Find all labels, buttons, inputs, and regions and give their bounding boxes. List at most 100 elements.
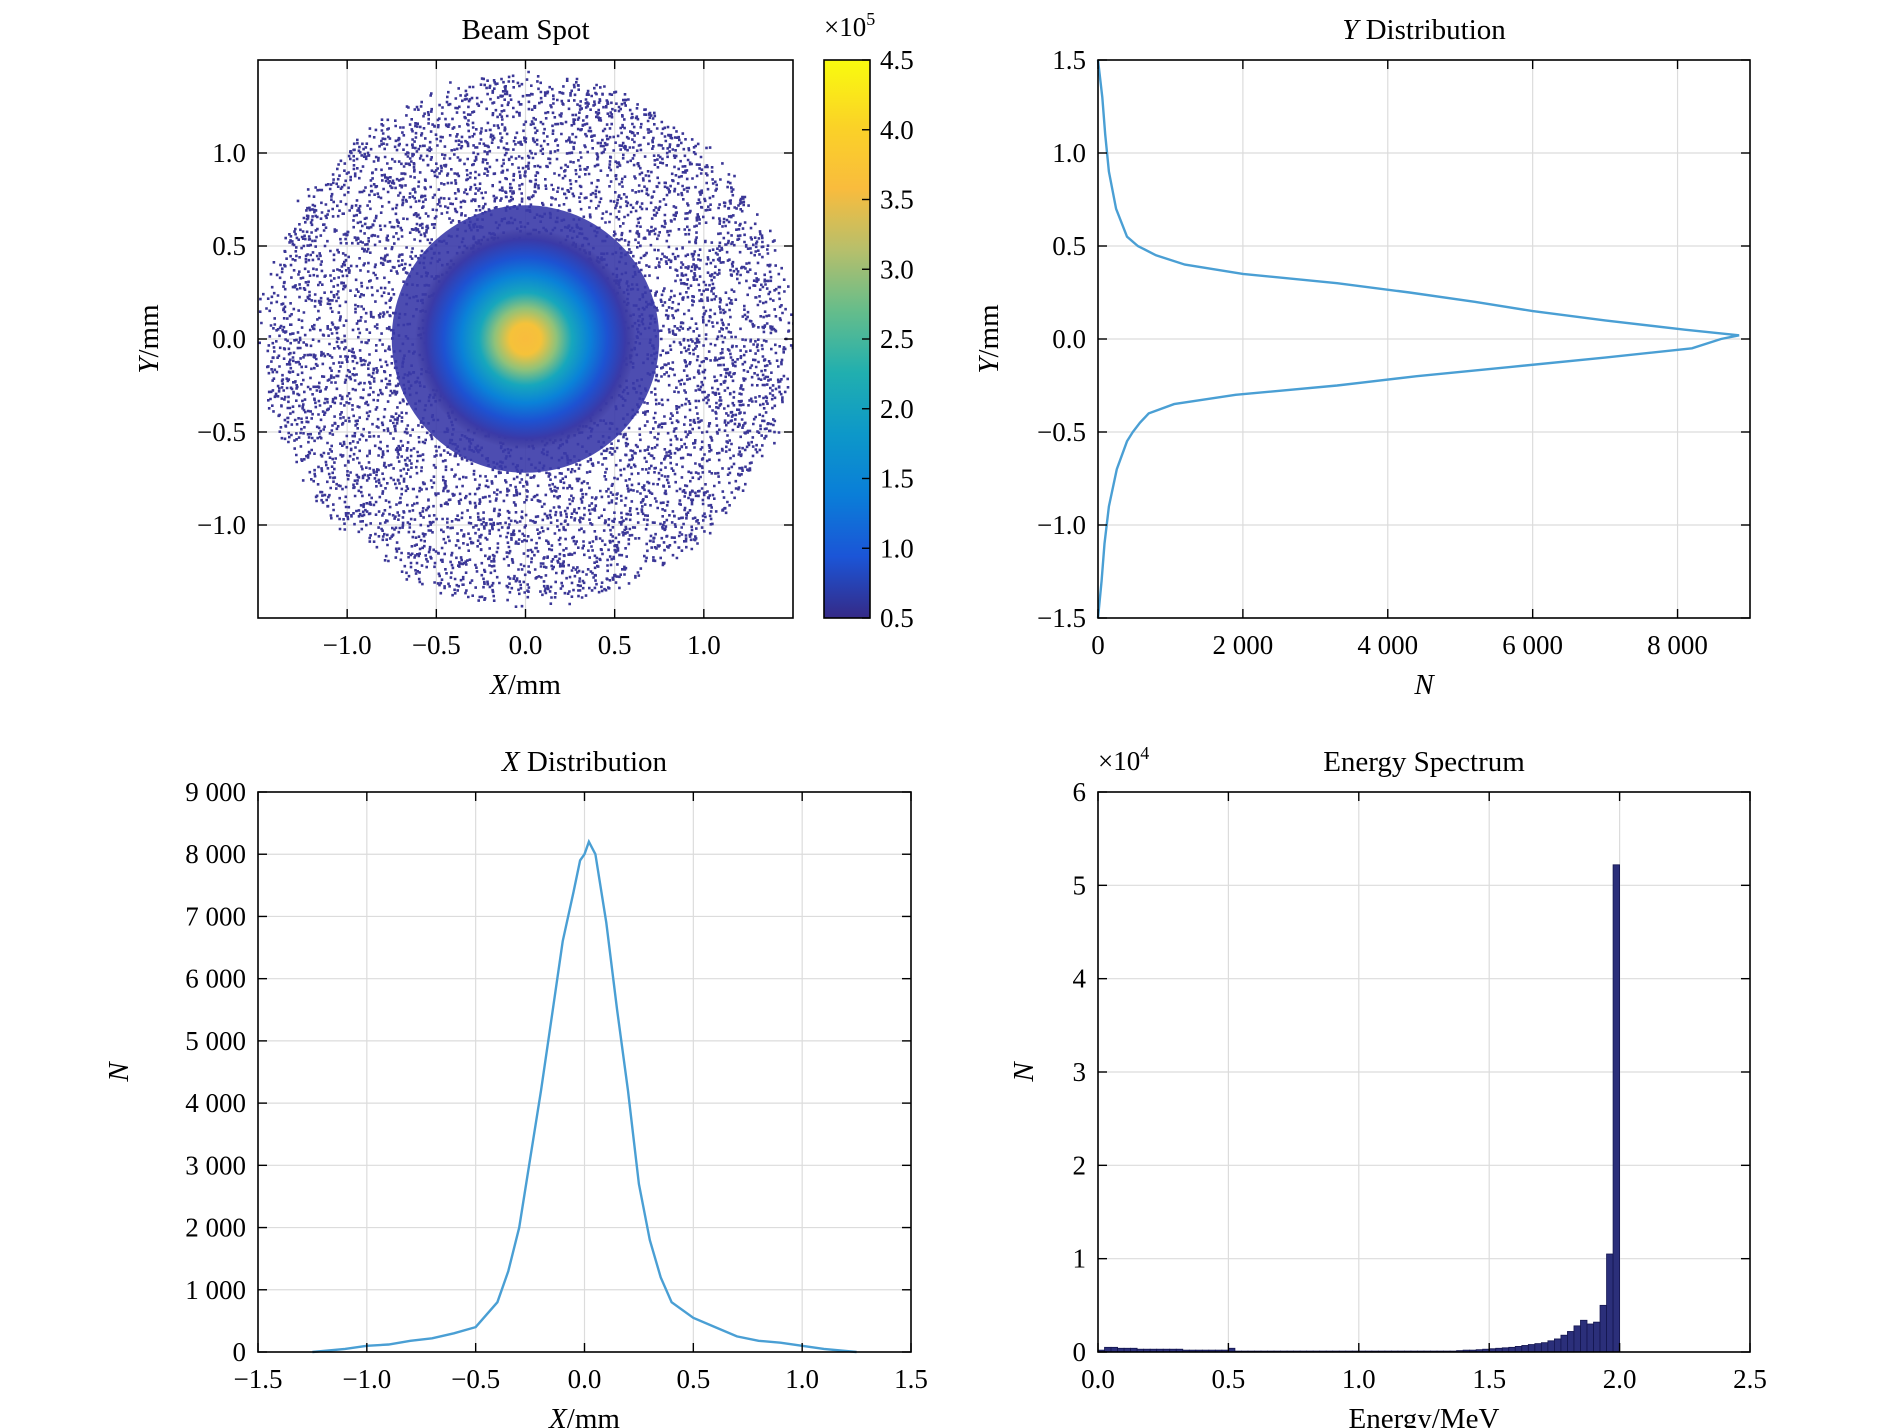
energy-spectrum-panel: 0.0 0.5 1.0 1.5 2.0 2.5 6 5 4 3 2 1 0 Energy Spectrum… bbox=[1008, 743, 1767, 1428]
x-tick-label: 0.5 bbox=[598, 630, 632, 660]
y-tick-label: 1.0 bbox=[1052, 138, 1086, 168]
colorbar-tick-label: 4.5 bbox=[880, 45, 914, 75]
energy-bar bbox=[1521, 1345, 1529, 1353]
chart-title: Beam Spot bbox=[461, 14, 589, 46]
x-tick-label: 1.0 bbox=[1342, 1364, 1376, 1394]
y-tick-label: 0.0 bbox=[1052, 324, 1086, 354]
energy-bar bbox=[1514, 1346, 1523, 1353]
x-distribution-line bbox=[312, 838, 857, 1354]
colorbar-tick-label: 3.0 bbox=[880, 254, 914, 284]
y-tick-label: −0.5 bbox=[1037, 417, 1086, 447]
energy-bar bbox=[1606, 1253, 1614, 1353]
y-axis-multiplier: ×104 bbox=[1098, 743, 1149, 776]
beam-spot-scatter bbox=[258, 70, 793, 608]
energy-bar bbox=[1534, 1343, 1542, 1353]
y-tick-label: 2 000 bbox=[185, 1213, 246, 1243]
colorbar-tick-label: 0.5 bbox=[880, 603, 914, 633]
x-axis-label: X/mm bbox=[489, 669, 561, 701]
x-tick-label: 1.0 bbox=[785, 1364, 819, 1394]
y-tick-label: 0 bbox=[233, 1337, 247, 1367]
y-tick-label: 5 000 bbox=[185, 1026, 246, 1056]
beam-core bbox=[414, 228, 637, 450]
y-axis-label: Y/mm bbox=[973, 304, 1005, 374]
energy-bar bbox=[1567, 1331, 1575, 1353]
colorbar-tick-label: 2.5 bbox=[880, 324, 914, 354]
x-tick-label: 0.0 bbox=[509, 630, 543, 660]
y-tick-label: 4 bbox=[1073, 964, 1087, 994]
colorbar-tick-label: 1.0 bbox=[880, 533, 914, 563]
y-distribution-panel: 0 2 000 4 000 6 000 8 000 1.5 1.0 0.5 0.0 −0.5 −1.… bbox=[973, 14, 1751, 701]
energy-bar bbox=[1540, 1342, 1549, 1353]
colorbar-tick-label: 1.5 bbox=[880, 464, 914, 494]
x-tick-label: −0.5 bbox=[412, 630, 461, 660]
y-tick-label: 1 000 bbox=[185, 1275, 246, 1305]
x-tick-label: −1.0 bbox=[342, 1364, 391, 1394]
x-distribution-panel: −1.5 −1.0 −0.5 0.0 0.5 1.0 1.5 9 000 8 000 7 000 6… bbox=[103, 746, 928, 1428]
y-tick-label: −1.0 bbox=[197, 510, 246, 540]
y-axis-label: N bbox=[103, 1061, 135, 1083]
energy-bar bbox=[1612, 864, 1620, 1353]
y-tick-label: 9 000 bbox=[185, 777, 246, 807]
y-tick-label: 0.5 bbox=[1052, 231, 1086, 261]
y-tick-label: 5 bbox=[1073, 870, 1087, 900]
x-axis-label: X/mm bbox=[548, 1403, 620, 1428]
x-tick-label: 0.0 bbox=[1081, 1364, 1115, 1394]
y-tick-label: −1.5 bbox=[1037, 603, 1086, 633]
x-tick-label: 0.0 bbox=[568, 1364, 602, 1394]
y-axis-label: Y/mm bbox=[133, 304, 165, 374]
energy-bar bbox=[1580, 1319, 1588, 1353]
chart-title: Energy Spectrum bbox=[1323, 746, 1525, 778]
colorbar-tick-label: 2.0 bbox=[880, 394, 914, 424]
x-tick-label: 6 000 bbox=[1502, 630, 1563, 660]
x-axis-label: Energy/MeV bbox=[1349, 1403, 1500, 1428]
x-axis-label: N bbox=[1413, 669, 1435, 701]
x-tick-label: 1.0 bbox=[687, 630, 721, 660]
energy-bar bbox=[1573, 1325, 1581, 1353]
y-tick-label: −1.0 bbox=[1037, 510, 1086, 540]
energy-bar bbox=[1593, 1321, 1601, 1353]
x-tick-label: −1.5 bbox=[234, 1364, 283, 1394]
y-tick-label: 0 bbox=[1073, 1337, 1087, 1367]
x-tick-label: 0.5 bbox=[676, 1364, 710, 1394]
energy-bar bbox=[1547, 1340, 1555, 1353]
y-tick-label: 4 000 bbox=[185, 1088, 246, 1118]
y-tick-label: 0.5 bbox=[212, 231, 246, 261]
x-tick-label: 1.5 bbox=[1472, 1364, 1506, 1394]
beam-particles bbox=[258, 70, 793, 608]
y-tick-label: 8 000 bbox=[185, 839, 246, 869]
x-tick-label: 0 bbox=[1091, 630, 1105, 660]
y-tick-label: 3 000 bbox=[185, 1150, 246, 1180]
colorbar-tick-label: 4.0 bbox=[880, 115, 914, 145]
y-tick-label: 7 000 bbox=[185, 901, 246, 931]
y-distribution-line bbox=[1096, 59, 1740, 619]
chart-title: X Distribution bbox=[501, 746, 668, 778]
x-tick-label: −0.5 bbox=[451, 1364, 500, 1394]
colorbar-multiplier: ×105 bbox=[824, 9, 875, 42]
y-tick-label: 6 bbox=[1073, 777, 1087, 807]
y-tick-label: 0.0 bbox=[212, 324, 246, 354]
energy-bar bbox=[1586, 1323, 1594, 1353]
y-tick-label: 1 bbox=[1073, 1244, 1087, 1274]
beam-spot-panel: −1.0 −0.5 0.0 0.5 1.0 1.0 0.5 0.0 −0.5 −1.0 Beam S… bbox=[133, 9, 914, 701]
y-tick-label: 1.0 bbox=[212, 138, 246, 168]
x-tick-label: 2.5 bbox=[1733, 1364, 1767, 1394]
energy-bar bbox=[1560, 1334, 1568, 1353]
x-tick-label: 2.0 bbox=[1603, 1364, 1637, 1394]
energy-bar bbox=[1527, 1344, 1536, 1353]
x-tick-label: 4 000 bbox=[1357, 630, 1418, 660]
x-tick-label: 0.5 bbox=[1212, 1364, 1246, 1394]
chart-title: Y Distribution bbox=[1342, 14, 1506, 46]
x-tick-label: −1.0 bbox=[323, 630, 372, 660]
y-tick-label: 2 bbox=[1073, 1150, 1087, 1180]
colorbar-tick-label: 3.5 bbox=[880, 185, 914, 215]
energy-bar bbox=[1554, 1338, 1562, 1353]
energy-bar bbox=[1599, 1304, 1607, 1353]
x-tick-label: 1.5 bbox=[894, 1364, 928, 1394]
y-tick-label: 1.5 bbox=[1052, 45, 1086, 75]
y-axis-label: N bbox=[1008, 1061, 1040, 1083]
x-tick-label: 8 000 bbox=[1647, 630, 1708, 660]
y-tick-label: −0.5 bbox=[197, 417, 246, 447]
y-tick-label: 3 bbox=[1073, 1057, 1087, 1087]
y-tick-label: 6 000 bbox=[185, 964, 246, 994]
